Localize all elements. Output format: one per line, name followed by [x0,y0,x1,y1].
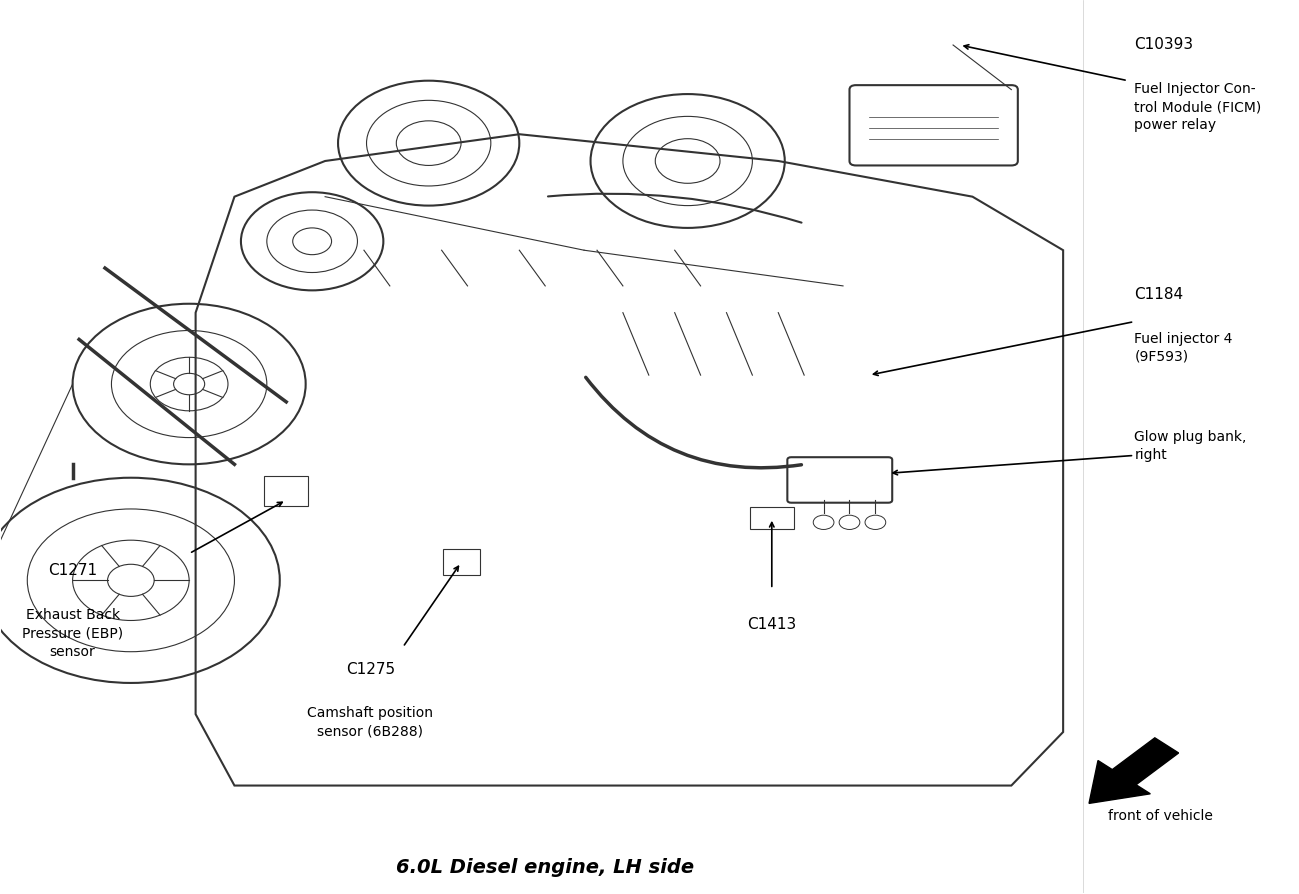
Text: front of vehicle: front of vehicle [1108,808,1213,822]
Text: C1184: C1184 [1134,287,1183,301]
Text: Fuel injector 4
(9F593): Fuel injector 4 (9F593) [1134,331,1233,364]
Text: Exhaust Back
Pressure (EBP)
sensor: Exhaust Back Pressure (EBP) sensor [22,607,123,658]
Text: Glow plug bank,
right: Glow plug bank, right [1134,429,1247,461]
FancyArrow shape [1089,738,1178,804]
Text: C1275: C1275 [346,661,395,676]
Text: 6.0L Diesel engine, LH side: 6.0L Diesel engine, LH side [396,857,694,876]
Text: Fuel Injector Con-
trol Module (FICM)
power relay: Fuel Injector Con- trol Module (FICM) po… [1134,81,1261,132]
Text: C1413: C1413 [747,616,796,631]
Text: C10393: C10393 [1134,37,1194,52]
Text: C1271: C1271 [48,563,97,578]
Text: Camshaft position
sensor (6B288): Camshaft position sensor (6B288) [308,705,434,738]
